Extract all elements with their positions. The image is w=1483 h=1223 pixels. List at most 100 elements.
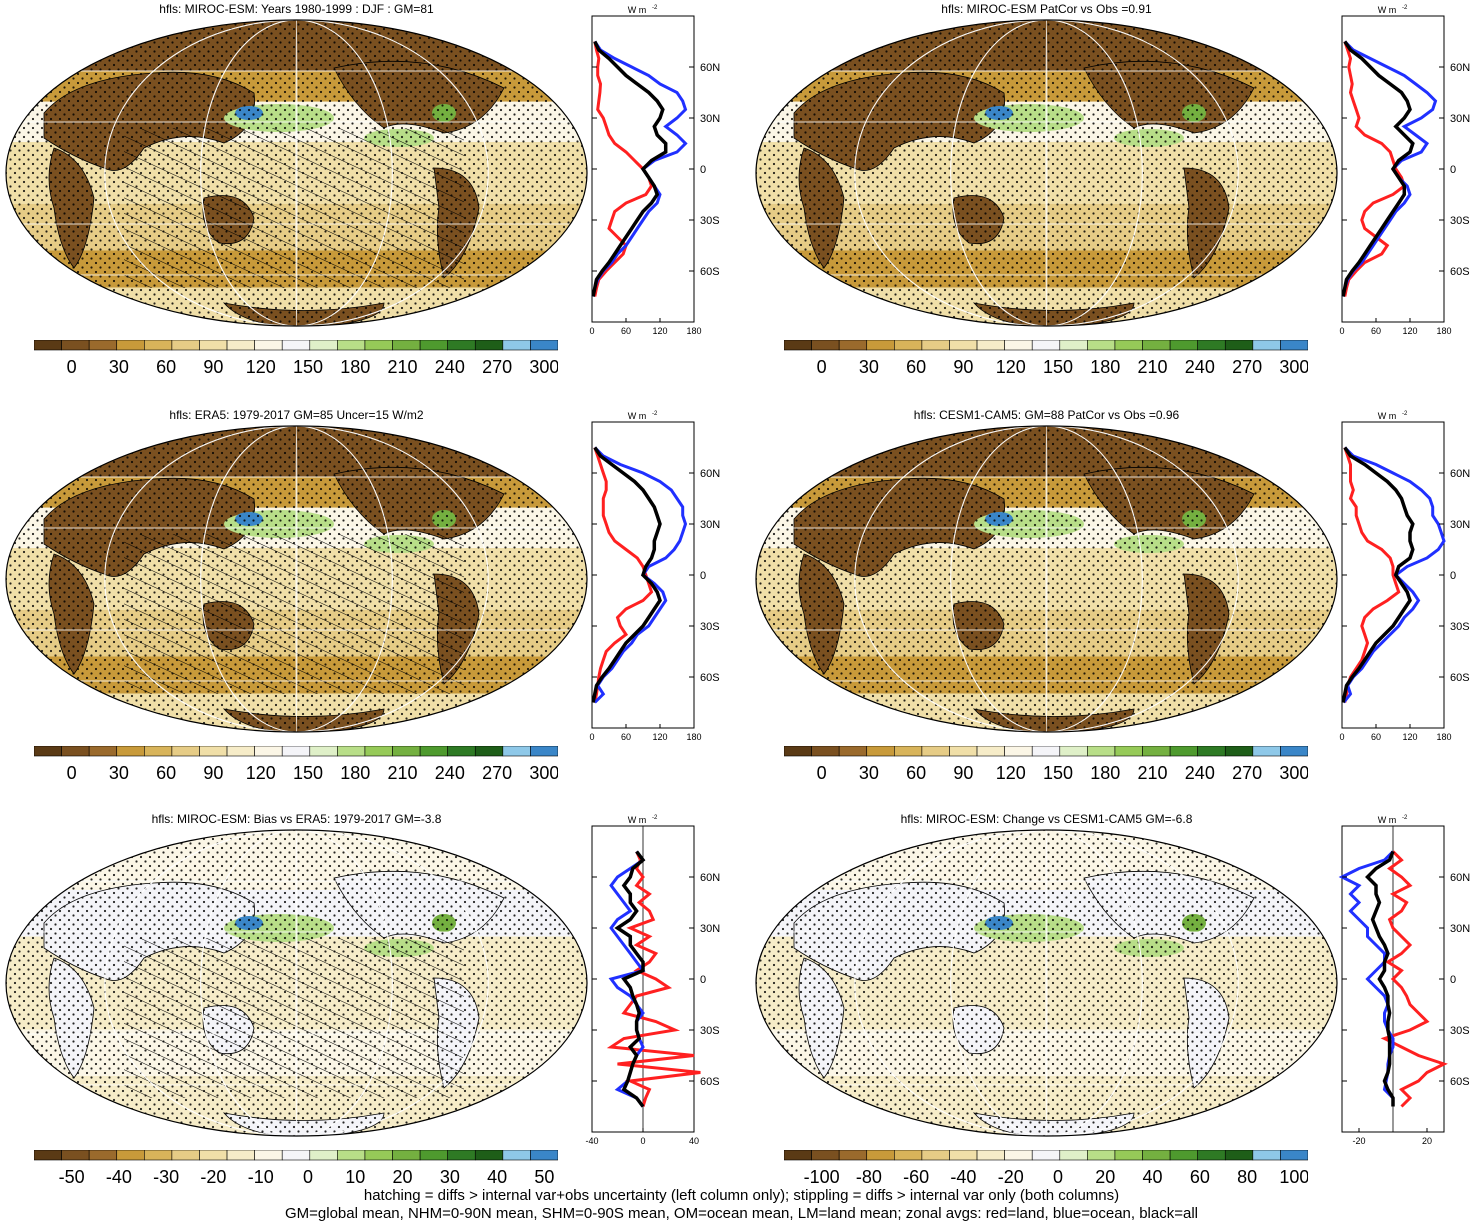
zonal-series-land — [593, 447, 654, 703]
colorbar-tick-label: -40 — [950, 1167, 976, 1187]
colorbar-tick-label: -10 — [248, 1167, 274, 1187]
lat-tick-label: 30N — [700, 923, 720, 935]
unit-label: W m — [628, 411, 647, 421]
colorbar-tick-label: 120 — [996, 763, 1026, 783]
colorbar-tick-label: 180 — [1090, 357, 1120, 377]
colorbar-tick-label: -30 — [153, 1167, 179, 1187]
colorbar-swatch — [976, 1150, 1005, 1161]
zonal-x-tick-label: 180 — [1436, 326, 1451, 336]
colorbar-tick-label: 50 — [534, 1167, 554, 1187]
colorbar-swatch — [309, 746, 338, 757]
colorbar-swatch — [34, 746, 62, 757]
colorbar-swatch — [1114, 746, 1143, 757]
zonal-x-tick-label: 60 — [621, 326, 631, 336]
world-map — [5, 19, 588, 327]
colorbar-swatch — [392, 340, 421, 351]
colorbar-swatch — [337, 1150, 366, 1161]
colorbar-swatch — [838, 1150, 868, 1161]
zonal-x-tick-label: 180 — [686, 326, 701, 336]
colorbar-tick-label: 100 — [1279, 1167, 1308, 1187]
colorbar-swatch — [530, 340, 558, 351]
colorbar-tick-label: 120 — [246, 357, 276, 377]
colorbar-tick-label: 270 — [482, 763, 512, 783]
map-title: hfls: ERA5: 1979-2017 GM=85 Uncer=15 W/m… — [169, 408, 424, 422]
colorbar-swatch — [171, 746, 200, 757]
colorbar-swatch — [1004, 746, 1033, 757]
colorbar-swatch — [1252, 746, 1281, 757]
colorbar-swatch — [784, 1150, 812, 1161]
colorbar-swatch — [1224, 1150, 1254, 1161]
colorbar-swatch — [1252, 1150, 1281, 1161]
colorbar-swatch — [1114, 340, 1143, 351]
colorbar-swatch — [474, 340, 504, 351]
colorbar-tick-label: -40 — [106, 1167, 132, 1187]
colorbar-swatch — [199, 746, 228, 757]
colorbar-tick-label: 270 — [482, 357, 512, 377]
unit-superscript: -2 — [1402, 5, 1408, 11]
colorbar-tick-label: 40 — [1143, 1167, 1163, 1187]
zonal-x-tick-label: 0 — [589, 732, 594, 742]
colorbar-swatch — [1031, 1150, 1061, 1161]
colorbar-swatch — [838, 340, 868, 351]
unit-label: W m — [628, 5, 647, 15]
unit-label: W m — [1378, 5, 1397, 15]
colorbar-swatch — [921, 746, 950, 757]
colorbar-swatch — [1142, 340, 1171, 351]
lat-tick-label: 60N — [700, 468, 720, 480]
lat-tick-label: 30N — [700, 113, 720, 125]
colorbar-swatch — [364, 1150, 393, 1161]
zonal-series-land — [1343, 447, 1401, 703]
colorbar-swatch — [116, 746, 145, 757]
colorbar-tick-label: 0 — [67, 357, 77, 377]
colorbar-swatch — [116, 340, 145, 351]
zonal-x-tick-label: 0 — [1339, 732, 1344, 742]
colorbar: 0 30 60 90 120 150 180 210 240 270 300 — [784, 746, 1308, 783]
colorbar-tick-label: 30 — [859, 763, 879, 783]
colorbar-tick-label: 0 — [817, 763, 827, 783]
colorbar-swatch — [1059, 746, 1088, 757]
lat-tick-label: 0 — [1450, 570, 1456, 582]
unit-label: W m — [628, 815, 647, 825]
colorbar-tick-label: 120 — [246, 763, 276, 783]
colorbar-tick-label: 20 — [393, 1167, 413, 1187]
lat-tick-label: 0 — [1450, 974, 1456, 986]
colorbar-tick-label: 210 — [1138, 763, 1168, 783]
colorbar-swatch — [364, 340, 393, 351]
map-title: hfls: MIROC-ESM: Years 1980-1999 : DJF :… — [159, 2, 434, 16]
zonal-mean-plot: W m -2 60N 30N 0 30S 60S 0 60 120 180 — [589, 411, 720, 742]
zonal-series-all — [614, 850, 646, 1108]
colorbar-swatch — [1031, 746, 1061, 757]
lat-tick-label: 0 — [700, 974, 706, 986]
colorbar-swatch — [1280, 746, 1308, 757]
colorbar-swatch — [976, 746, 1005, 757]
colorbar-swatch — [1169, 746, 1198, 757]
colorbar-swatch — [784, 340, 812, 351]
colorbar: 0 30 60 90 120 150 180 210 240 270 300 — [784, 340, 1308, 377]
zonal-mean-plot: W m -2 60N 30N 0 30S 60S 0 60 120 180 — [589, 5, 720, 336]
colorbar-swatch — [1004, 1150, 1033, 1161]
colorbar-swatch — [866, 340, 895, 351]
zonal-x-tick-label: -20 — [1352, 1136, 1365, 1146]
colorbar-swatch — [921, 340, 950, 351]
colorbar-swatch — [502, 1150, 531, 1161]
colorbar-swatch — [226, 746, 255, 757]
colorbar-tick-label: 300 — [1279, 763, 1308, 783]
zonal-mean-plot: W m -2 60N 30N 0 30S 60S 0 60 120 180 — [1339, 411, 1470, 742]
colorbar-tick-label: -80 — [856, 1167, 882, 1187]
colorbar-tick-label: 60 — [906, 763, 926, 783]
colorbar-tick-label: 60 — [156, 763, 176, 783]
colorbar-tick-label: 210 — [388, 357, 418, 377]
map-title: hfls: MIROC-ESM PatCor vs Obs =0.91 — [941, 2, 1152, 16]
lat-tick-label: 30N — [1450, 923, 1470, 935]
colorbar-tick-label: 300 — [529, 763, 558, 783]
colorbar-tick-label: -50 — [59, 1167, 85, 1187]
colorbar-swatch — [530, 746, 558, 757]
lat-tick-label: 0 — [700, 570, 706, 582]
world-map — [5, 425, 588, 733]
colorbar-tick-label: 270 — [1232, 763, 1262, 783]
colorbar-swatch — [894, 340, 923, 351]
colorbar-swatch — [88, 746, 118, 757]
colorbar-swatch — [61, 1150, 90, 1161]
lat-tick-label: 60N — [1450, 62, 1470, 74]
lat-tick-label: 30S — [700, 621, 720, 633]
